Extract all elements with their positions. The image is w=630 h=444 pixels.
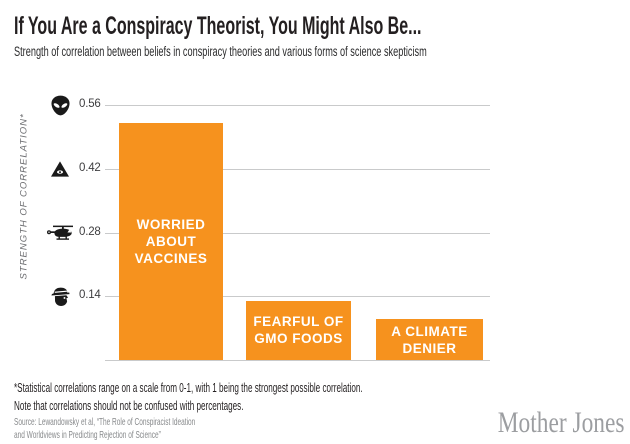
- y-tick-label: 0.56: [79, 98, 101, 111]
- gridline: [105, 232, 490, 234]
- bar-label: A CLIMATE DENIER: [391, 323, 468, 356]
- footnote-line-1: *Statistical correlations range on a sca…: [14, 381, 363, 395]
- illuminati-eye-pyramid-icon: [44, 158, 76, 180]
- source-credit: Source: Lewandowsky et al, “The Role of …: [14, 416, 195, 441]
- y-tick-label: 0.42: [79, 161, 101, 174]
- mother-jones-logo: Mother Jones: [497, 406, 624, 439]
- gridline: [105, 296, 490, 298]
- source-line-1: Source: Lewandowsky et al, “The Role of …: [14, 416, 196, 428]
- gridline: [105, 360, 490, 361]
- gridline: [105, 168, 490, 170]
- gridline: [105, 105, 490, 107]
- footnote: *Statistical correlations range on a sca…: [14, 379, 363, 415]
- spy-icon: [44, 285, 76, 307]
- page-subtitle: Strength of correlation between beliefs …: [14, 44, 427, 59]
- y-axis-title: STRENGTH OF CORRELATION*: [18, 113, 30, 280]
- page-title: If You Are a Conspiracy Theorist, You Mi…: [14, 12, 422, 40]
- bar-label: WORRIED ABOUT VACCINES: [134, 217, 208, 267]
- source-line-2: and Worldviews in Predicting Rejection o…: [14, 428, 161, 441]
- bar-worried-about-vaccines: WORRIED ABOUT VACCINES: [119, 123, 223, 360]
- bar-label: FEARFUL OF GMO FOODS: [253, 314, 344, 347]
- alien-icon: [44, 94, 76, 116]
- chart-area: STRENGTH OF CORRELATION* 0.14 0.28 0.42 0.5…: [0, 88, 630, 380]
- footnote-line-2: Note that correlations should not be con…: [14, 399, 244, 413]
- black-helicopter-icon: [44, 222, 76, 244]
- bar-fearful-of-gmo-foods: FEARFUL OF GMO FOODS: [246, 300, 351, 360]
- y-tick-label: 0.28: [79, 225, 101, 238]
- y-tick-label: 0.14: [79, 289, 101, 302]
- bar-a-climate-denier: A CLIMATE DENIER: [376, 319, 483, 360]
